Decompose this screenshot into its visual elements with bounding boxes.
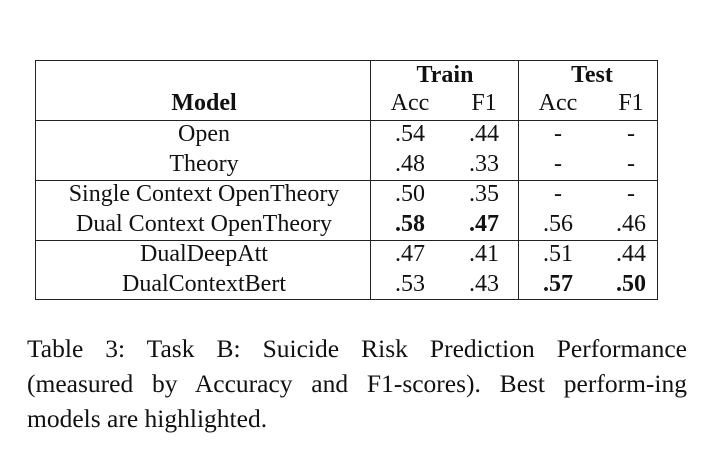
- row-train-acc: .54: [395, 121, 425, 147]
- row-test-f1-best: .50: [616, 271, 646, 297]
- row-train-f1-best: .47: [469, 211, 499, 237]
- header-train-acc: Acc: [390, 90, 430, 116]
- group-divider-1: [36, 180, 657, 181]
- header-test: Test: [571, 62, 613, 88]
- row-train-acc: .48: [395, 151, 425, 177]
- row-train-f1: .41: [469, 241, 499, 267]
- row-train-f1: .43: [469, 271, 499, 297]
- row-test-acc: .56: [543, 211, 573, 237]
- row-test-acc-best: .57: [543, 271, 573, 297]
- row-model: Dual Context OpenTheory: [76, 211, 332, 237]
- header-test-f1: F1: [618, 90, 644, 116]
- row-train-acc: .50: [395, 181, 425, 207]
- row-model: DualDeepAtt: [140, 241, 268, 267]
- table-caption: Table 3: Task B: Suicide Risk Prediction…: [27, 334, 687, 433]
- row-test-acc: -: [554, 151, 562, 177]
- row-test-acc: -: [554, 181, 562, 207]
- header-train-f1: F1: [471, 90, 497, 116]
- row-train-f1: .33: [469, 151, 499, 177]
- header-divider: [36, 120, 657, 121]
- row-model: Single Context OpenTheory: [68, 181, 340, 207]
- header-test-acc: Acc: [538, 90, 578, 116]
- header-train: Train: [416, 62, 474, 88]
- row-model: Theory: [169, 151, 239, 177]
- row-test-f1: -: [627, 121, 635, 147]
- row-train-acc-best: .58: [395, 211, 425, 237]
- row-test-f1: .46: [616, 211, 646, 237]
- row-train-f1: .35: [469, 181, 499, 207]
- row-model: Open: [178, 121, 230, 147]
- row-test-f1: -: [627, 151, 635, 177]
- row-train-f1: .44: [469, 121, 499, 147]
- row-train-acc: .47: [395, 241, 425, 267]
- row-test-f1: .44: [616, 241, 646, 267]
- row-test-acc: .51: [543, 241, 573, 267]
- row-test-f1: -: [627, 181, 635, 207]
- group-divider-2: [36, 240, 657, 241]
- header-model: Model: [171, 90, 237, 116]
- row-test-acc: -: [554, 121, 562, 147]
- results-table: Train Test Model Acc F1 Acc F1 Open .54 …: [35, 60, 658, 300]
- row-train-acc: .53: [395, 271, 425, 297]
- row-model: DualContextBert: [122, 271, 286, 297]
